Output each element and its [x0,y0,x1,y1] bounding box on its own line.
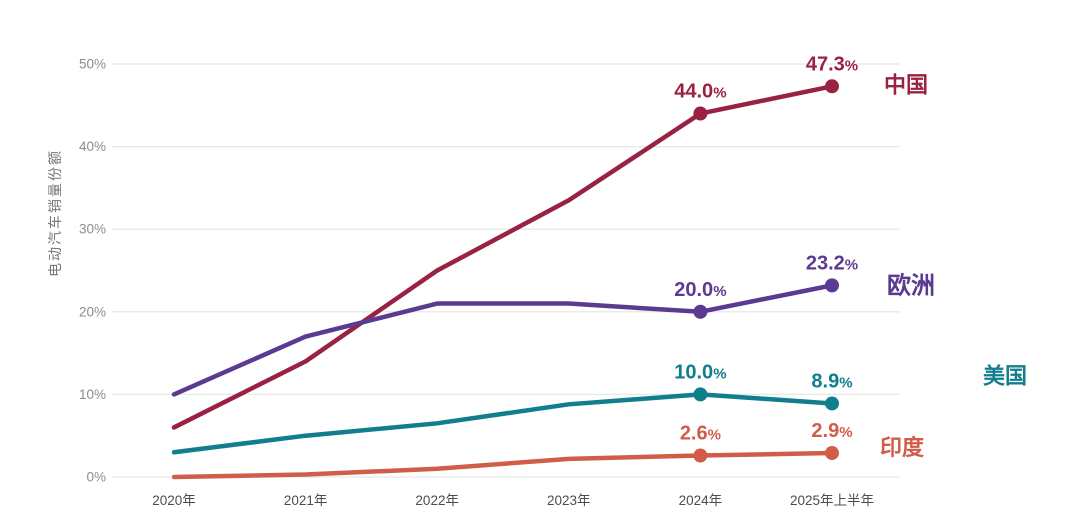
y-tick-label: 50% [79,57,106,72]
data-point-marker [693,304,708,319]
series-name-label: 中国 [884,72,928,97]
series-name-label: 美国 [983,363,1027,388]
series-name-label: 印度 [880,435,925,460]
data-point-label: 23.2% [806,252,858,274]
y-axis-title: 电动汽车销量份额 [47,149,63,277]
data-point-label: 47.3% [806,53,858,75]
data-point-marker [825,278,839,293]
data-point-marker [693,387,708,402]
data-point-marker [825,79,839,94]
data-point-label: 10.0% [674,361,726,383]
y-tick-label: 0% [86,470,106,485]
y-tick-label: 10% [79,387,106,402]
x-category-label: 2022年 [415,493,459,508]
series-line [171,84,835,430]
data-point-label: 2.9% [811,420,852,442]
data-point-label: 2.6% [680,423,721,445]
x-category-label: 2024年 [679,493,723,508]
data-point-marker [825,446,839,461]
y-tick-label: 20% [79,304,106,319]
series-name-label: 欧洲 [887,271,935,299]
series-line [171,283,835,397]
data-point-marker [693,106,708,121]
series-line [171,392,835,455]
data-point-marker [693,448,708,463]
x-category-label: 2025年上半年 [790,493,874,508]
series-line [171,450,835,480]
y-tick-label: 30% [79,222,106,237]
data-point-label: 44.0% [674,81,726,103]
data-point-label: 20.0% [674,279,726,301]
x-category-label: 2023年 [547,493,591,508]
x-category-label: 2021年 [284,493,328,508]
data-point-marker [825,396,839,411]
y-tick-label: 40% [79,139,106,154]
data-point-label: 8.9% [811,370,852,392]
x-category-label: 2020年 [152,493,196,508]
